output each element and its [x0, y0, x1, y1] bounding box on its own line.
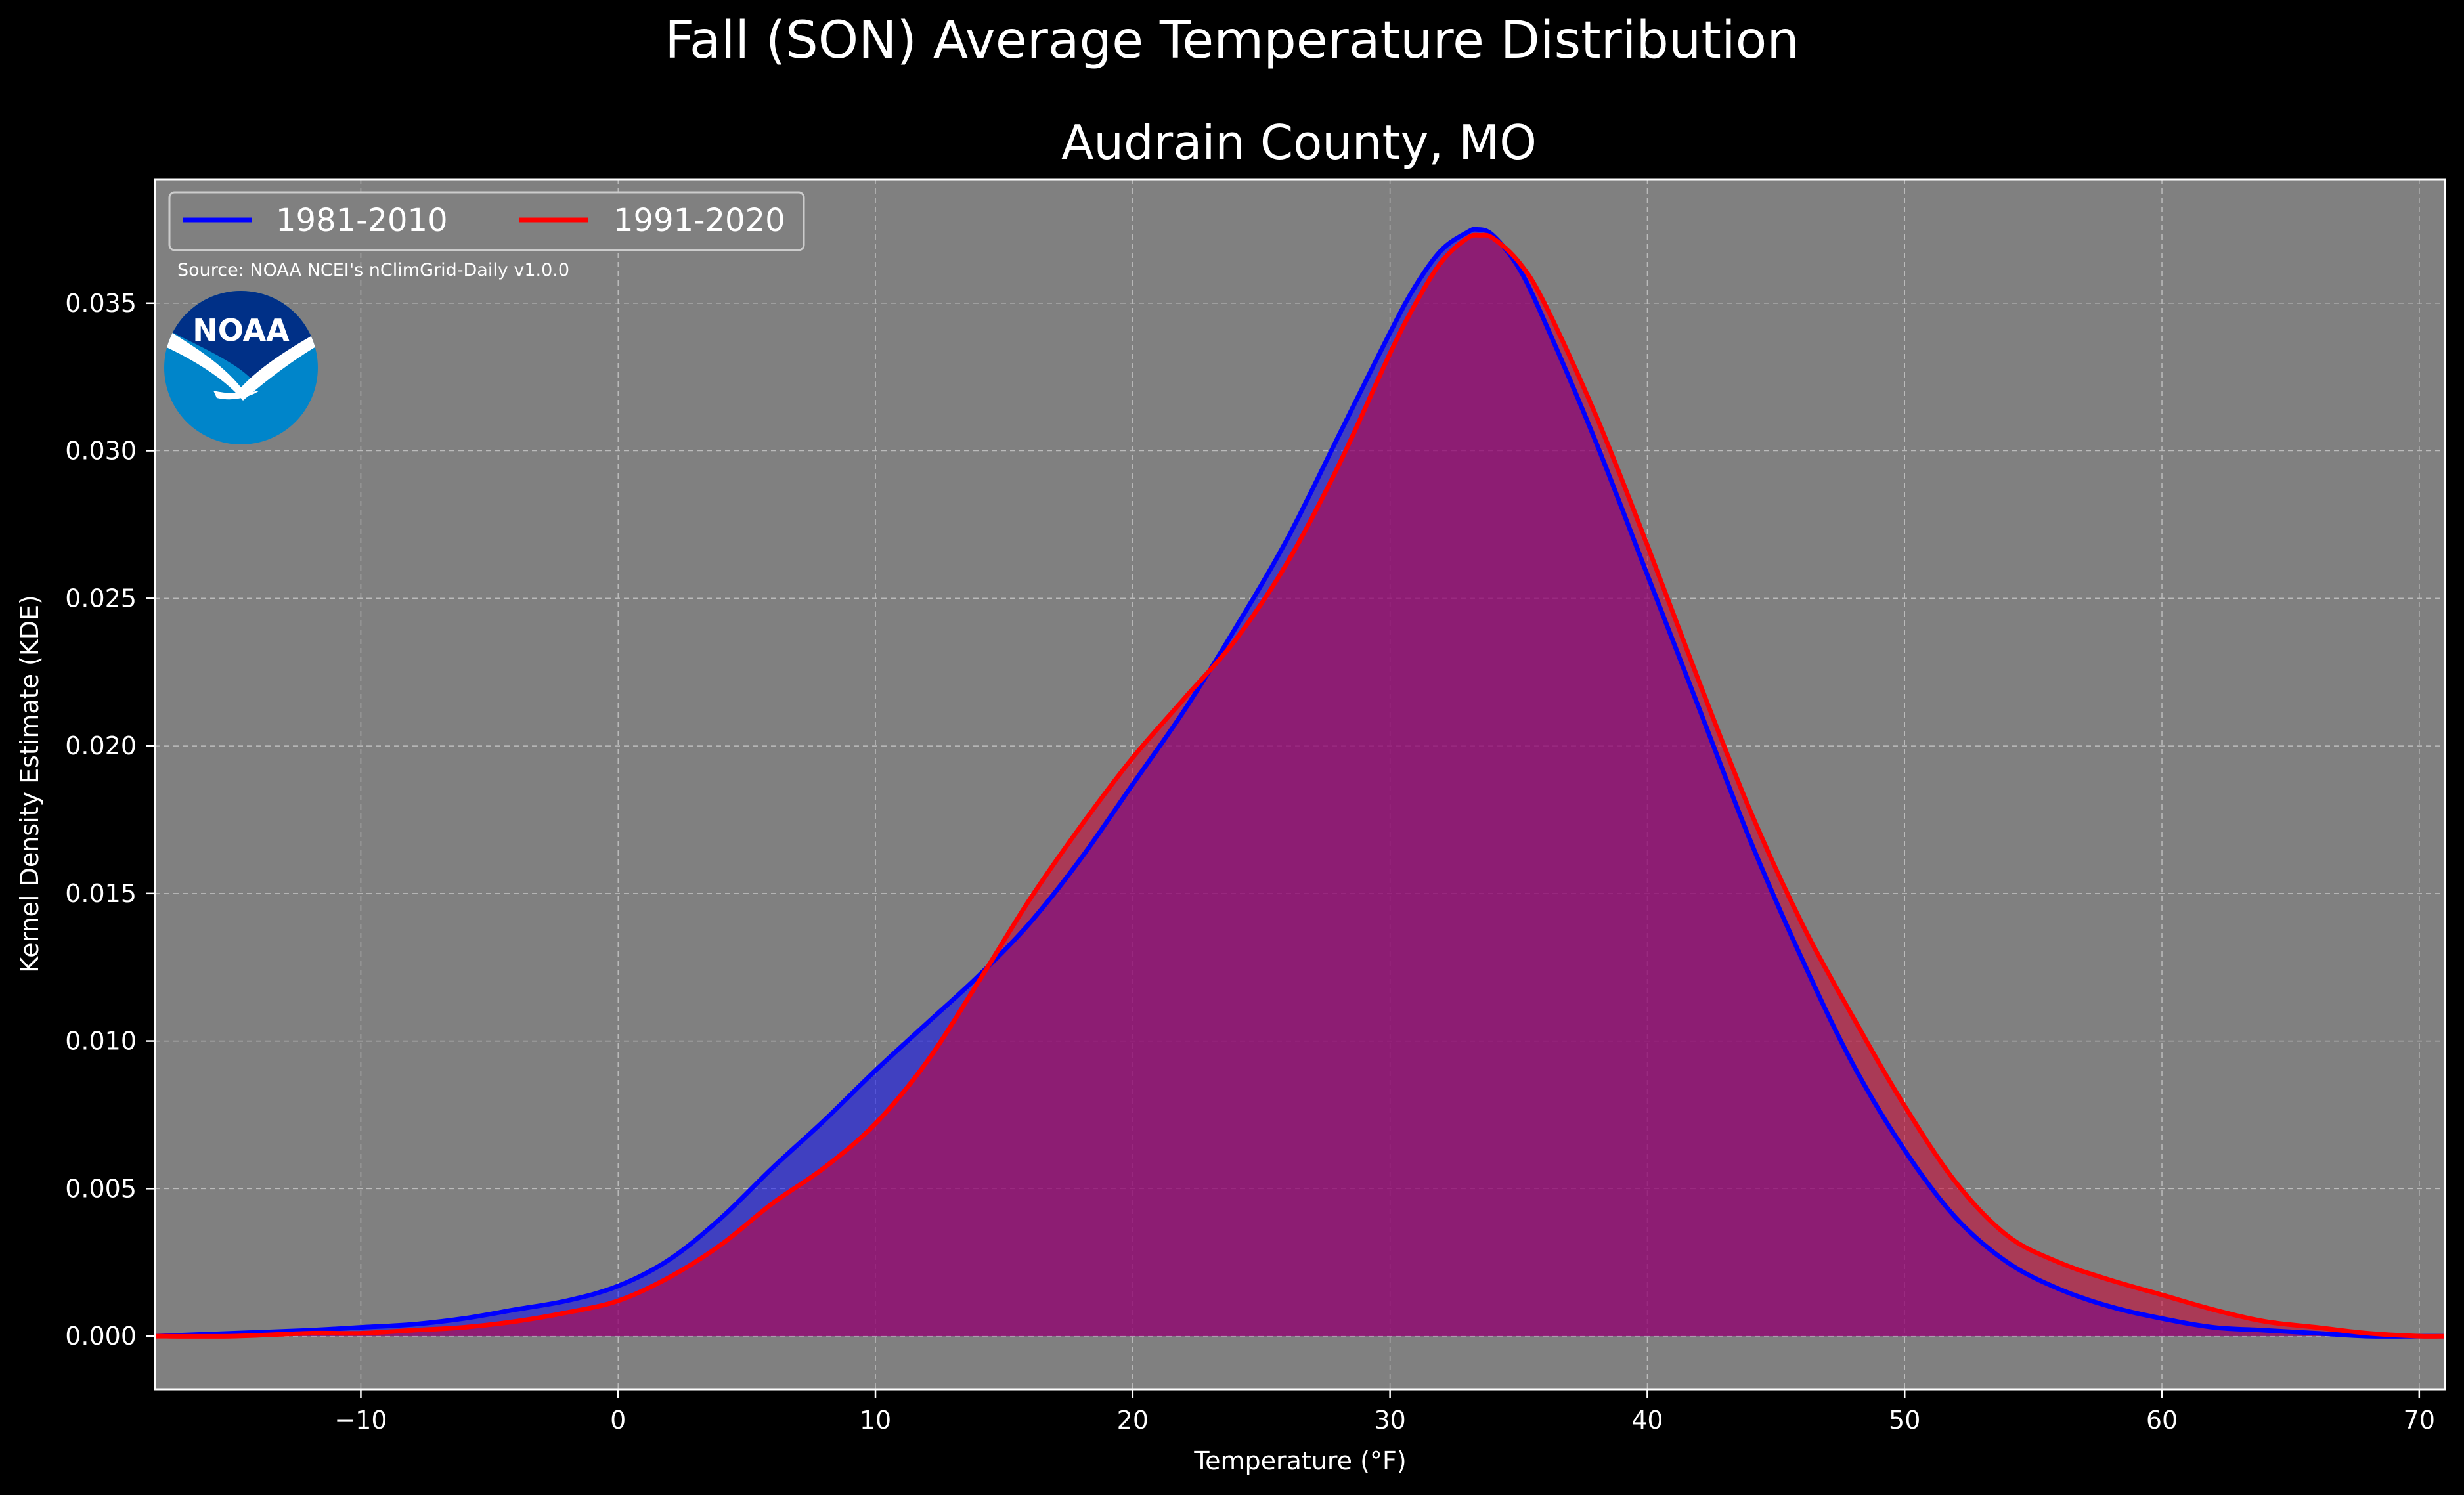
- series-line-1991-2020: [154, 232, 2446, 1339]
- y-tick-label: 0.005: [65, 1174, 137, 1203]
- legend-box: [168, 191, 805, 251]
- series-lines: [154, 227, 2446, 1339]
- series-fill-1991-2020: [155, 235, 2445, 1337]
- y-tick-label: 0.035: [65, 289, 137, 318]
- y-axis-ticks: 0.000 0.005 0.010 0.015 0.020 0.025 0.030 0.035: [65, 289, 155, 1351]
- series-line-1981-2010: [154, 227, 2445, 1339]
- y-axis-label: Kernel Density Estimate (KDE): [15, 595, 44, 973]
- y-tick-label: 0.025: [65, 584, 137, 613]
- legend-label-1991-2020: 1991-2020: [613, 202, 785, 239]
- source-note: Source: NOAA NCEI's nClimGrid-Daily v1.0…: [177, 260, 569, 280]
- x-tick-label: 50: [1889, 1406, 1920, 1435]
- y-tick-label: 0.015: [65, 879, 137, 908]
- plot-frame: [154, 178, 2446, 1391]
- x-tick-label: 60: [2146, 1406, 2178, 1435]
- legend-label-1981-2010: 1981-2010: [276, 202, 448, 239]
- x-tick-label: 30: [1374, 1406, 1405, 1435]
- x-tick-label: 20: [1117, 1406, 1149, 1435]
- y-tick-label: 0.020: [65, 731, 137, 760]
- x-tick-label: −10: [334, 1406, 387, 1435]
- series-fills: [155, 229, 2445, 1337]
- y-tick-label: 0.030: [65, 437, 137, 466]
- y-tick-label: 0.000: [65, 1322, 137, 1351]
- x-tick-label: 10: [860, 1406, 891, 1435]
- x-tick-label: 0: [610, 1406, 626, 1435]
- x-tick-label: 40: [1631, 1406, 1663, 1435]
- x-axis-label: Temperature (°F): [1193, 1446, 1406, 1475]
- chart-subtitle: Audrain County, MO: [1061, 115, 1537, 170]
- y-tick-label: 0.010: [65, 1027, 137, 1056]
- legend: 1981-2010 1991-2020: [168, 191, 805, 251]
- chart-title: Fall (SON) Average Temperature Distribut…: [665, 11, 1799, 70]
- x-tick-label: 70: [2404, 1406, 2435, 1435]
- noaa-logo-text: NOAA: [192, 313, 290, 348]
- x-axis-ticks: −10 0 10 20 30 40 50 60 70: [334, 1389, 2435, 1435]
